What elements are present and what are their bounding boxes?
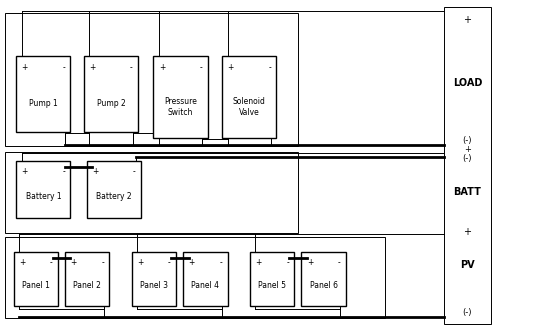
Bar xyxy=(5,13,298,146)
Text: Pressure
Switch: Pressure Switch xyxy=(164,97,197,117)
Text: -: - xyxy=(62,167,65,176)
Text: +: + xyxy=(159,63,165,72)
Text: +: + xyxy=(19,258,25,267)
Bar xyxy=(84,56,138,132)
Text: -: - xyxy=(338,258,340,267)
Text: LOAD: LOAD xyxy=(453,78,482,88)
Text: +: + xyxy=(463,15,472,25)
Text: +: + xyxy=(22,63,28,72)
Bar xyxy=(183,252,228,306)
Bar xyxy=(132,252,176,306)
Bar xyxy=(222,56,276,138)
Text: Panel 3: Panel 3 xyxy=(140,281,168,290)
Text: +: + xyxy=(307,258,313,267)
Text: Pump 1: Pump 1 xyxy=(29,99,58,108)
Text: +: + xyxy=(463,227,472,237)
Bar xyxy=(16,161,70,218)
Bar xyxy=(16,56,70,132)
Text: +: + xyxy=(228,63,234,72)
Text: +: + xyxy=(255,258,262,267)
Text: -: - xyxy=(268,63,271,72)
Bar xyxy=(153,56,208,138)
Text: Pump 2: Pump 2 xyxy=(96,99,126,108)
Bar xyxy=(301,252,346,306)
Text: +: + xyxy=(137,258,144,267)
Text: Solenoid
Valve: Solenoid Valve xyxy=(233,97,266,117)
Text: Battery 2: Battery 2 xyxy=(96,192,132,201)
Text: -: - xyxy=(220,258,222,267)
Text: PV: PV xyxy=(460,260,475,270)
Text: -: - xyxy=(199,63,202,72)
Text: -: - xyxy=(62,63,65,72)
Text: +: + xyxy=(189,258,195,267)
Text: Panel 1: Panel 1 xyxy=(22,281,50,290)
Text: +: + xyxy=(92,167,99,176)
Bar xyxy=(87,161,141,218)
Bar xyxy=(5,152,298,233)
Text: Panel 6: Panel 6 xyxy=(309,281,338,290)
Text: -: - xyxy=(133,167,136,176)
Text: -: - xyxy=(168,258,171,267)
Text: +: + xyxy=(89,63,96,72)
Text: +: + xyxy=(22,167,28,176)
Text: -: - xyxy=(101,258,104,267)
Text: Panel 4: Panel 4 xyxy=(191,281,220,290)
Bar xyxy=(5,237,385,318)
Text: Panel 5: Panel 5 xyxy=(258,281,286,290)
Bar xyxy=(14,252,58,306)
Text: -: - xyxy=(130,63,133,72)
Text: +: + xyxy=(70,258,77,267)
Text: (-): (-) xyxy=(463,154,472,163)
Text: Battery 1: Battery 1 xyxy=(25,192,61,201)
Text: -: - xyxy=(286,258,289,267)
Text: Panel 2: Panel 2 xyxy=(73,281,101,290)
Bar xyxy=(65,252,109,306)
Text: BATT: BATT xyxy=(454,187,481,197)
Bar xyxy=(444,7,491,324)
Text: (-): (-) xyxy=(463,308,472,317)
Text: +: + xyxy=(464,145,471,154)
Bar xyxy=(250,252,294,306)
Text: -: - xyxy=(50,258,53,267)
Text: (-): (-) xyxy=(463,136,472,145)
